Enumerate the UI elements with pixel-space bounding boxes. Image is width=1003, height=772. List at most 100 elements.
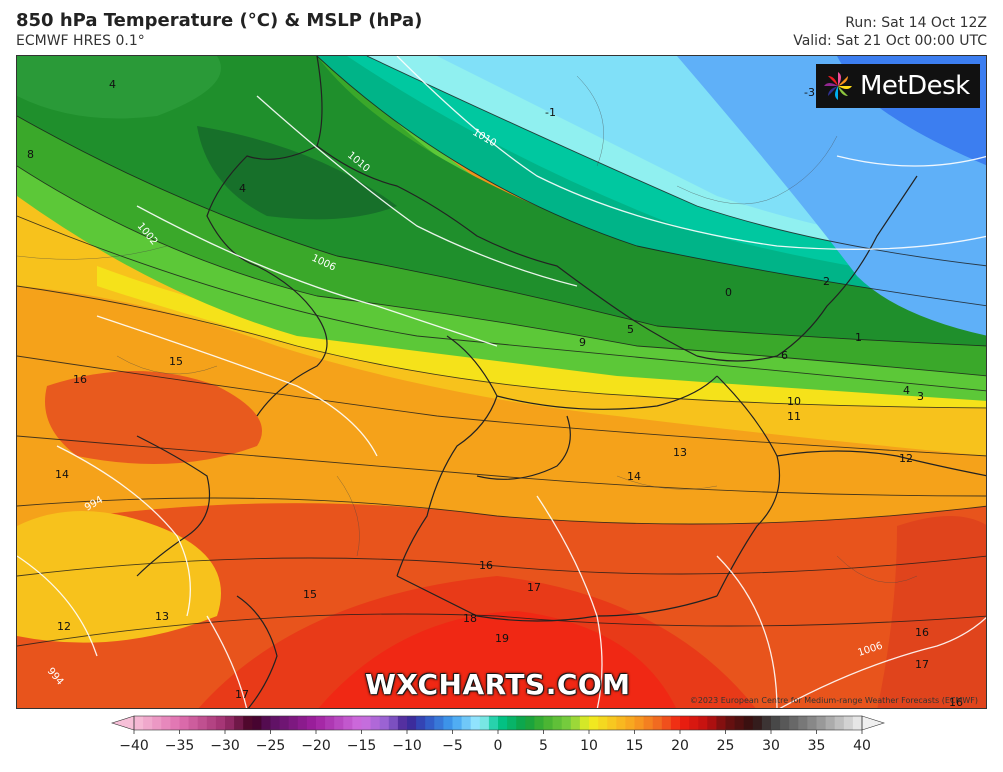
colorbar-cell: [243, 716, 253, 730]
colorbar-cell: [698, 716, 708, 730]
colorbar-cell: [707, 716, 717, 730]
weather-map: 4 4 8 -1 -3 0 2 1 5 9 6 4 3 10 11 13 12 …: [16, 55, 987, 709]
colorbar-cell: [261, 716, 271, 730]
temp-label: 11: [787, 410, 801, 423]
temp-label: 17: [915, 658, 929, 671]
temp-label: 17: [527, 581, 541, 594]
colorbar-cell: [215, 716, 226, 730]
colorbar-tick-label: −40: [119, 738, 149, 754]
colorbar-cell: [206, 716, 217, 730]
temp-label: 16: [479, 559, 493, 572]
colorbar-cell: [771, 716, 781, 730]
temp-label: 16: [949, 696, 963, 709]
colorbar-cell: [589, 716, 599, 730]
colorbar-cell: [416, 716, 426, 730]
colorbar-cell: [370, 716, 381, 730]
temp-label: 17: [235, 688, 249, 701]
colorbar-cell: [598, 716, 608, 730]
watermark: WXCHARTS.COM: [365, 668, 631, 701]
colorbar-cell: [561, 716, 572, 730]
colorbar-tick-label: −5: [442, 738, 463, 754]
colorbar-cell: [252, 716, 262, 730]
colorbar-cell: [152, 716, 162, 730]
colorbar-cell: [661, 716, 672, 730]
colorbar-cell: [643, 716, 654, 730]
colorbar-cell: [789, 716, 799, 730]
temp-label: 4: [239, 182, 246, 195]
temp-label: 1: [855, 331, 862, 344]
colorbar-cell: [479, 716, 490, 730]
colorbar-cell: [470, 716, 481, 730]
colorbar-tick-label: 15: [626, 738, 644, 754]
colorbar-cell: [761, 716, 772, 730]
temp-label: 14: [55, 468, 69, 481]
temp-label: 9: [579, 336, 586, 349]
temp-label: 12: [57, 620, 71, 633]
temperature-colorbar: −40 −35 −30 −25 −20 −15 −10 −5 0 5 10 15 20 25 30 35 40: [108, 712, 888, 768]
colorbar-cell: [825, 716, 836, 730]
colorbar-cell: [507, 716, 517, 730]
temp-label: 6: [781, 349, 788, 362]
colorbar-cell: [852, 716, 863, 730]
colorbar-cell: [461, 716, 472, 730]
colorbar-cell: [807, 716, 817, 730]
colorbar-cell: [334, 716, 344, 730]
colorbar-cell: [816, 716, 827, 730]
colorbar-tick-label: −20: [301, 738, 331, 754]
colorbar-cell: [407, 716, 417, 730]
colorbar-cell: [689, 716, 699, 730]
colorbar-cell: [716, 716, 726, 730]
colorbar-cell: [325, 716, 335, 730]
colorbar-cell: [143, 716, 153, 730]
colorbar-cell: [625, 716, 635, 730]
colorbar-tick-label: 20: [671, 738, 689, 754]
colorbar-cell: [570, 716, 581, 730]
colorbar-tick-label: 5: [539, 738, 548, 754]
temp-label: 2: [823, 275, 830, 288]
colorbar-cell: [425, 716, 435, 730]
colorbar-cell: [634, 716, 645, 730]
colorbar-tick-label: 30: [762, 738, 780, 754]
temp-label: 12: [899, 452, 913, 465]
temp-label: 4: [109, 78, 116, 91]
colorbar-cell: [179, 716, 190, 730]
colorbar-cell: [579, 716, 590, 730]
colorbar-cell: [343, 716, 353, 730]
colorbar-cell: [379, 716, 390, 730]
colorbar-tick-label: 10: [580, 738, 598, 754]
run-time: Run: Sat 14 Oct 12Z: [845, 15, 987, 31]
colorbar-cell: [161, 716, 171, 730]
temp-label: 16: [73, 373, 87, 386]
colorbar-cell: [361, 716, 372, 730]
colorbar-cell: [352, 716, 362, 730]
valid-time: Valid: Sat 21 Oct 00:00 UTC: [793, 33, 987, 49]
colorbar-cell: [607, 716, 617, 730]
temp-label: 16: [915, 626, 929, 639]
colorbar-tick-label: 35: [808, 738, 826, 754]
colorbar-cell: [397, 716, 408, 730]
colorbar-tick-label: −25: [256, 738, 286, 754]
chart-title: 850 hPa Temperature (°C) & MSLP (hPa): [16, 10, 423, 31]
colorbar-cell: [434, 716, 444, 730]
colorbar-cell: [670, 716, 681, 730]
colorbar-cell: [743, 716, 754, 730]
colorbar-cell: [443, 716, 453, 730]
colorbar-cell: [188, 716, 199, 730]
temp-label: 13: [155, 610, 169, 623]
colorbar-cell: [525, 716, 535, 730]
colorbar-cell: [843, 716, 854, 730]
temp-label: 4: [903, 384, 910, 397]
colorbar-tick-label: 0: [494, 738, 503, 754]
colorbar-cell: [297, 716, 308, 730]
temp-label: 5: [627, 323, 634, 336]
temp-label: 14: [627, 470, 641, 483]
colorbar-cell: [516, 716, 526, 730]
colorbar-tick-label: −15: [347, 738, 377, 754]
colorbar-min-arrow: [111, 715, 135, 731]
colorbar-cell: [798, 716, 808, 730]
colorbar-cell: [734, 716, 745, 730]
colorbar-cell: [534, 716, 544, 730]
metdesk-logo: MetDesk: [816, 64, 980, 108]
model-subtitle: ECMWF HRES 0.1°: [16, 33, 145, 49]
metdesk-pinwheel-icon: [824, 72, 852, 100]
